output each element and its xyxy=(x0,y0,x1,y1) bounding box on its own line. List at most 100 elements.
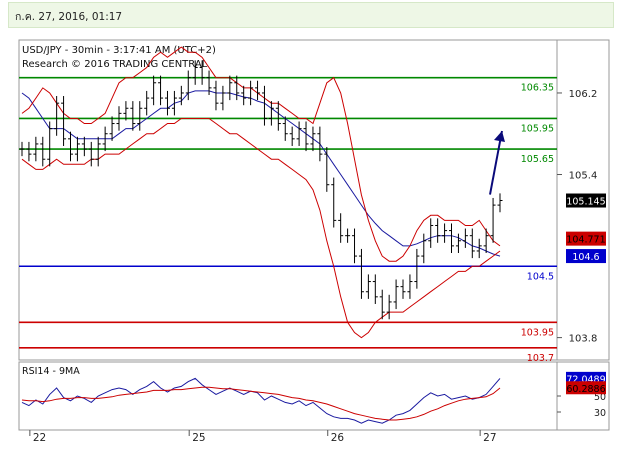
level-label-105.65: 105.65 xyxy=(521,154,554,165)
price-bar xyxy=(449,223,455,254)
price-bar xyxy=(227,75,233,101)
x-axis-ticks: 22 25 26 27 xyxy=(29,430,497,444)
candles-layer xyxy=(19,60,503,320)
x-tick-label-22: 22 xyxy=(33,432,46,444)
y-tick-label-103.8: 103.8 xyxy=(569,334,598,345)
top-bar: ก.ค. 27, 2016, 01:17 xyxy=(0,0,625,34)
trend-arrow xyxy=(489,130,505,195)
price-bar xyxy=(102,126,108,152)
price-bar xyxy=(497,193,503,213)
level-label-106.35: 106.35 xyxy=(521,83,554,94)
series-bb-upper xyxy=(21,46,501,262)
price-bar xyxy=(261,85,267,126)
rsi-tick-label-30: 30 xyxy=(594,408,606,419)
price-bar xyxy=(296,121,302,146)
price-bar xyxy=(345,228,351,243)
price-bar xyxy=(33,136,39,162)
date-bar: ก.ค. 27, 2016, 01:17 xyxy=(8,2,614,28)
rsi-tag-box-60.2886 xyxy=(566,381,606,395)
date-text: ก.ค. 27, 2016, 01:17 xyxy=(15,11,123,23)
price-bar xyxy=(95,136,101,167)
x-tick-label-27: 27 xyxy=(483,432,496,444)
price-bar xyxy=(185,70,191,101)
price-tag-104.771: 104.771 xyxy=(566,235,605,246)
price-bar xyxy=(462,228,468,248)
price-bar xyxy=(40,136,46,167)
price-bar xyxy=(151,75,157,106)
price-bar xyxy=(26,141,32,162)
price-bar xyxy=(19,141,25,157)
rsi-tag-72.0489: 72.0489 xyxy=(566,374,605,385)
rsi-tick-label-50: 50 xyxy=(594,392,606,403)
price-bar xyxy=(220,85,226,111)
price-bar xyxy=(352,228,358,264)
price-bar xyxy=(400,279,406,299)
price-bar xyxy=(130,101,136,131)
price-bar xyxy=(81,136,87,157)
price-bar xyxy=(123,101,129,121)
trend-arrow-shaft xyxy=(489,130,503,195)
price-tag-104.6: 104.6 xyxy=(572,252,599,263)
price-bar xyxy=(137,101,143,131)
price-bar xyxy=(158,75,164,106)
price-bar xyxy=(483,228,489,254)
series-bb-lower xyxy=(21,118,501,339)
trend-arrow-head xyxy=(494,131,505,142)
price-bar xyxy=(324,146,330,192)
price-bar xyxy=(455,233,461,254)
price-bar xyxy=(47,121,53,167)
price-bar xyxy=(358,248,364,299)
price-bar xyxy=(317,126,323,162)
price-bar xyxy=(178,85,184,106)
chart-subtitle: Research © 2016 TRADING CENTRAL xyxy=(22,59,208,70)
price-bar xyxy=(255,80,261,101)
price-bar xyxy=(116,106,122,131)
price-bar xyxy=(241,85,247,106)
price-bar xyxy=(469,228,475,259)
price-bar xyxy=(192,60,198,85)
price-bar xyxy=(206,70,212,96)
price-bar xyxy=(199,60,205,85)
price-bar xyxy=(268,101,274,126)
level-label-103.95: 103.95 xyxy=(521,327,554,338)
price-bar xyxy=(428,218,434,248)
price-tag-box-105.145 xyxy=(566,193,606,208)
rsi-series-rsi14 xyxy=(21,377,501,424)
price-bar xyxy=(435,218,441,243)
price-bar xyxy=(144,90,150,116)
price-bar xyxy=(289,126,295,146)
price-bar xyxy=(442,223,448,243)
price-bar xyxy=(248,80,254,106)
price-bar xyxy=(372,274,378,304)
main-panel xyxy=(18,39,610,361)
series-ma xyxy=(21,90,501,257)
price-bar xyxy=(74,136,80,162)
price-bar xyxy=(61,96,67,146)
price-tag-box-104.771 xyxy=(566,231,606,246)
price-bar xyxy=(303,121,309,152)
y-axis-ticks: 106.2 105.4 103.8 xyxy=(557,89,597,345)
price-bar xyxy=(88,141,94,167)
price-bar xyxy=(234,75,240,101)
price-bar xyxy=(282,116,288,141)
price-bar xyxy=(338,213,344,243)
price-bar xyxy=(393,279,399,310)
y-tick-label-105.4: 105.4 xyxy=(569,171,598,182)
rsi-panel xyxy=(18,361,610,431)
price-bar xyxy=(275,101,281,131)
price-bar xyxy=(386,294,392,320)
y-tick-label-106.2: 106.2 xyxy=(569,89,598,100)
price-bar xyxy=(407,274,413,299)
price-tag-box-104.6 xyxy=(566,249,606,264)
rsi-tag-60.2886: 60.2886 xyxy=(566,384,605,395)
price-bar xyxy=(171,90,177,116)
series-layer xyxy=(21,46,501,339)
price-bar xyxy=(310,126,316,152)
rsi-label: RSI14 - 9MA xyxy=(22,366,80,377)
price-bar xyxy=(67,131,73,162)
price-bar xyxy=(414,248,420,289)
price-bar xyxy=(54,96,60,136)
level-label-105.95: 105.95 xyxy=(521,123,554,134)
levels-layer: 106.35 105.95 105.65 104.5 103.95 103.7 xyxy=(19,76,557,364)
